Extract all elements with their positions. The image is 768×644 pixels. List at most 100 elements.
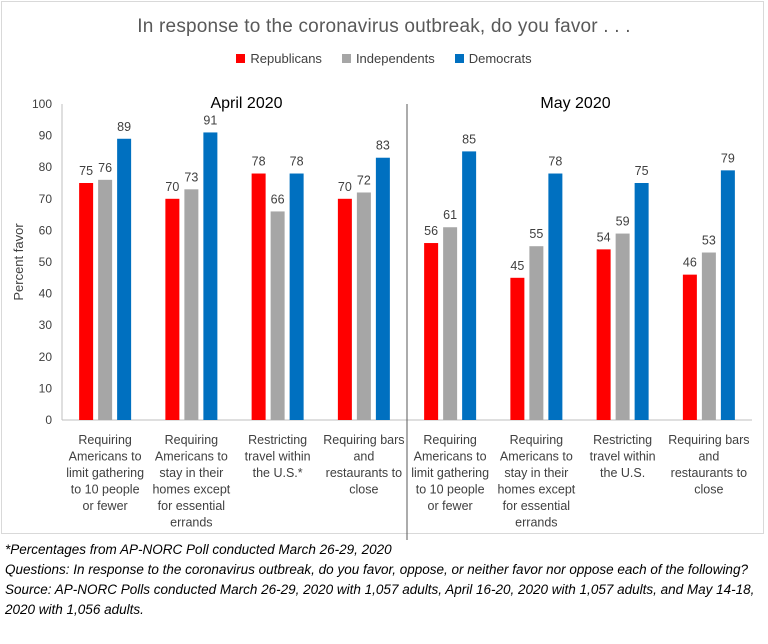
- x-category-label-line: Requiring: [165, 433, 219, 447]
- bar-value-label: 89: [117, 120, 131, 134]
- x-category-label: Requiring Americans to stay in their homes …: [497, 433, 575, 530]
- x-category-label-line: stay in their: [159, 466, 223, 480]
- legend-label-republicans: Republicans: [250, 51, 322, 66]
- bar-democrats: [634, 183, 649, 420]
- bar-value-label: 78: [252, 155, 266, 169]
- bar-value-label: 78: [290, 155, 304, 169]
- bar-independents: [184, 189, 199, 420]
- bar-value-label: 70: [338, 180, 352, 194]
- x-category-label-line: to 10 people: [416, 483, 485, 497]
- bar-value-label: 75: [635, 164, 649, 178]
- bar-value-label: 75: [79, 164, 93, 178]
- footnote-questions: Questions: In response to the coronaviru…: [5, 562, 748, 577]
- x-category-label-line: restaurants to: [671, 466, 747, 480]
- panel-label-may: May 2020: [540, 95, 610, 112]
- chart-title: In response to the coronavirus outbreak,…: [137, 16, 631, 37]
- y-tick-label: 60: [39, 223, 53, 237]
- bar-chart-svg: 0 10 20 30 40 50 60 70 80 90 100 Percent favor April…: [11, 95, 752, 540]
- legend-label-democrats: Democrats: [468, 51, 532, 66]
- x-category-label-line: travel within: [590, 450, 656, 464]
- y-tick-label: 10: [39, 381, 53, 395]
- bar-republicans: [337, 198, 352, 420]
- bar-value-label: 66: [271, 192, 285, 206]
- bar-value-label: 83: [376, 139, 390, 153]
- x-category-label-line: errands: [170, 516, 212, 530]
- bar-value-label: 70: [165, 180, 179, 194]
- x-category-label-line: and: [353, 450, 374, 464]
- legend-item-republicans: Republicans: [236, 51, 322, 66]
- bar-republicans: [79, 183, 94, 420]
- x-category-label-line: Requiring bars: [323, 433, 404, 447]
- x-category-label-line: the U.S.*: [253, 466, 303, 480]
- y-tick-label: 100: [32, 97, 52, 111]
- bar-republicans: [251, 173, 266, 420]
- legend-item-democrats: Democrats: [454, 51, 532, 66]
- bar-independents: [443, 227, 458, 420]
- y-axis-title: Percent favor: [11, 223, 26, 301]
- bar-value-label: 54: [597, 230, 611, 244]
- x-category-label-line: close: [349, 483, 378, 497]
- bar-value-label: 46: [683, 256, 697, 270]
- x-category-label-line: the U.S.: [600, 466, 645, 480]
- bar-value-label: 55: [529, 227, 543, 241]
- x-category-label-line: travel within: [245, 450, 311, 464]
- bar-republicans: [682, 274, 697, 420]
- bar-value-label: 45: [510, 259, 524, 273]
- x-category-label: Restricting travel within the U.S.*: [245, 433, 311, 480]
- x-category-label-line: to 10 people: [71, 483, 140, 497]
- x-category-label: Requiring Americans to limit gathering to 1…: [411, 433, 489, 513]
- bar-independents: [98, 179, 113, 420]
- x-category-label-line: and: [698, 450, 719, 464]
- bar-democrats: [375, 157, 390, 420]
- x-category-label-line: homes except: [497, 483, 575, 497]
- x-category-label-line: homes except: [152, 483, 230, 497]
- x-category-label-line: or fewer: [83, 499, 128, 513]
- x-category-label: Requiring bars and restaurants to close: [323, 433, 404, 497]
- bar-value-label: 79: [721, 151, 735, 165]
- bar-independents: [529, 246, 544, 420]
- bar-value-label: 72: [357, 173, 371, 187]
- bar-value-label: 53: [702, 234, 716, 248]
- legend-swatch-democrats: [454, 54, 464, 63]
- footnote-source: Source: AP-NORC Polls conducted March 26…: [5, 582, 755, 617]
- bar-independents: [615, 233, 630, 420]
- bar-value-label: 78: [548, 155, 562, 169]
- bar-value-label: 85: [462, 132, 476, 146]
- x-category-label-line: limit gathering: [66, 466, 144, 480]
- x-category-label-line: or fewer: [428, 499, 473, 513]
- x-category-label-line: Americans to: [155, 450, 228, 464]
- legend-swatch-independents: [341, 54, 351, 63]
- x-category-label-line: stay in their: [504, 466, 568, 480]
- y-tick-label: 80: [39, 160, 53, 174]
- x-category-label-line: Americans to: [500, 450, 573, 464]
- footnotes: *Percentages from AP-NORC Poll conducted…: [5, 540, 765, 620]
- bar-democrats: [117, 138, 132, 420]
- bar-value-label: 61: [443, 208, 457, 222]
- x-category-label-line: errands: [515, 516, 557, 530]
- bar-independents: [356, 192, 371, 420]
- bar-democrats: [203, 132, 218, 420]
- y-tick-label: 30: [39, 318, 53, 332]
- x-category-label-line: Americans to: [414, 450, 487, 464]
- bar-independents: [701, 252, 716, 420]
- y-tick-label: 50: [39, 255, 53, 269]
- x-category-label: Requiring bars and restaurants to close: [668, 433, 749, 497]
- bar-value-label: 91: [203, 113, 217, 127]
- x-category-label-line: Americans to: [69, 450, 142, 464]
- y-tick-label: 70: [39, 192, 53, 206]
- bar-value-label: 56: [424, 224, 438, 238]
- y-tick-label: 40: [39, 287, 53, 301]
- bar-independents: [270, 211, 285, 420]
- footnote-note: *Percentages from AP-NORC Poll conducted…: [5, 542, 392, 557]
- x-category-label-line: Requiring bars: [668, 433, 749, 447]
- bar-democrats: [462, 151, 477, 420]
- chart-frame: [1, 1, 764, 534]
- y-tick-label: 20: [39, 350, 53, 364]
- x-category-label-line: Restricting: [248, 433, 307, 447]
- bar-value-label: 76: [98, 161, 112, 175]
- legend-swatch-republicans: [236, 54, 246, 63]
- x-category-label-line: Requiring: [510, 433, 564, 447]
- x-category-label-line: for essential: [503, 499, 570, 513]
- x-category-label-line: close: [694, 483, 723, 497]
- bar-republicans: [165, 198, 180, 420]
